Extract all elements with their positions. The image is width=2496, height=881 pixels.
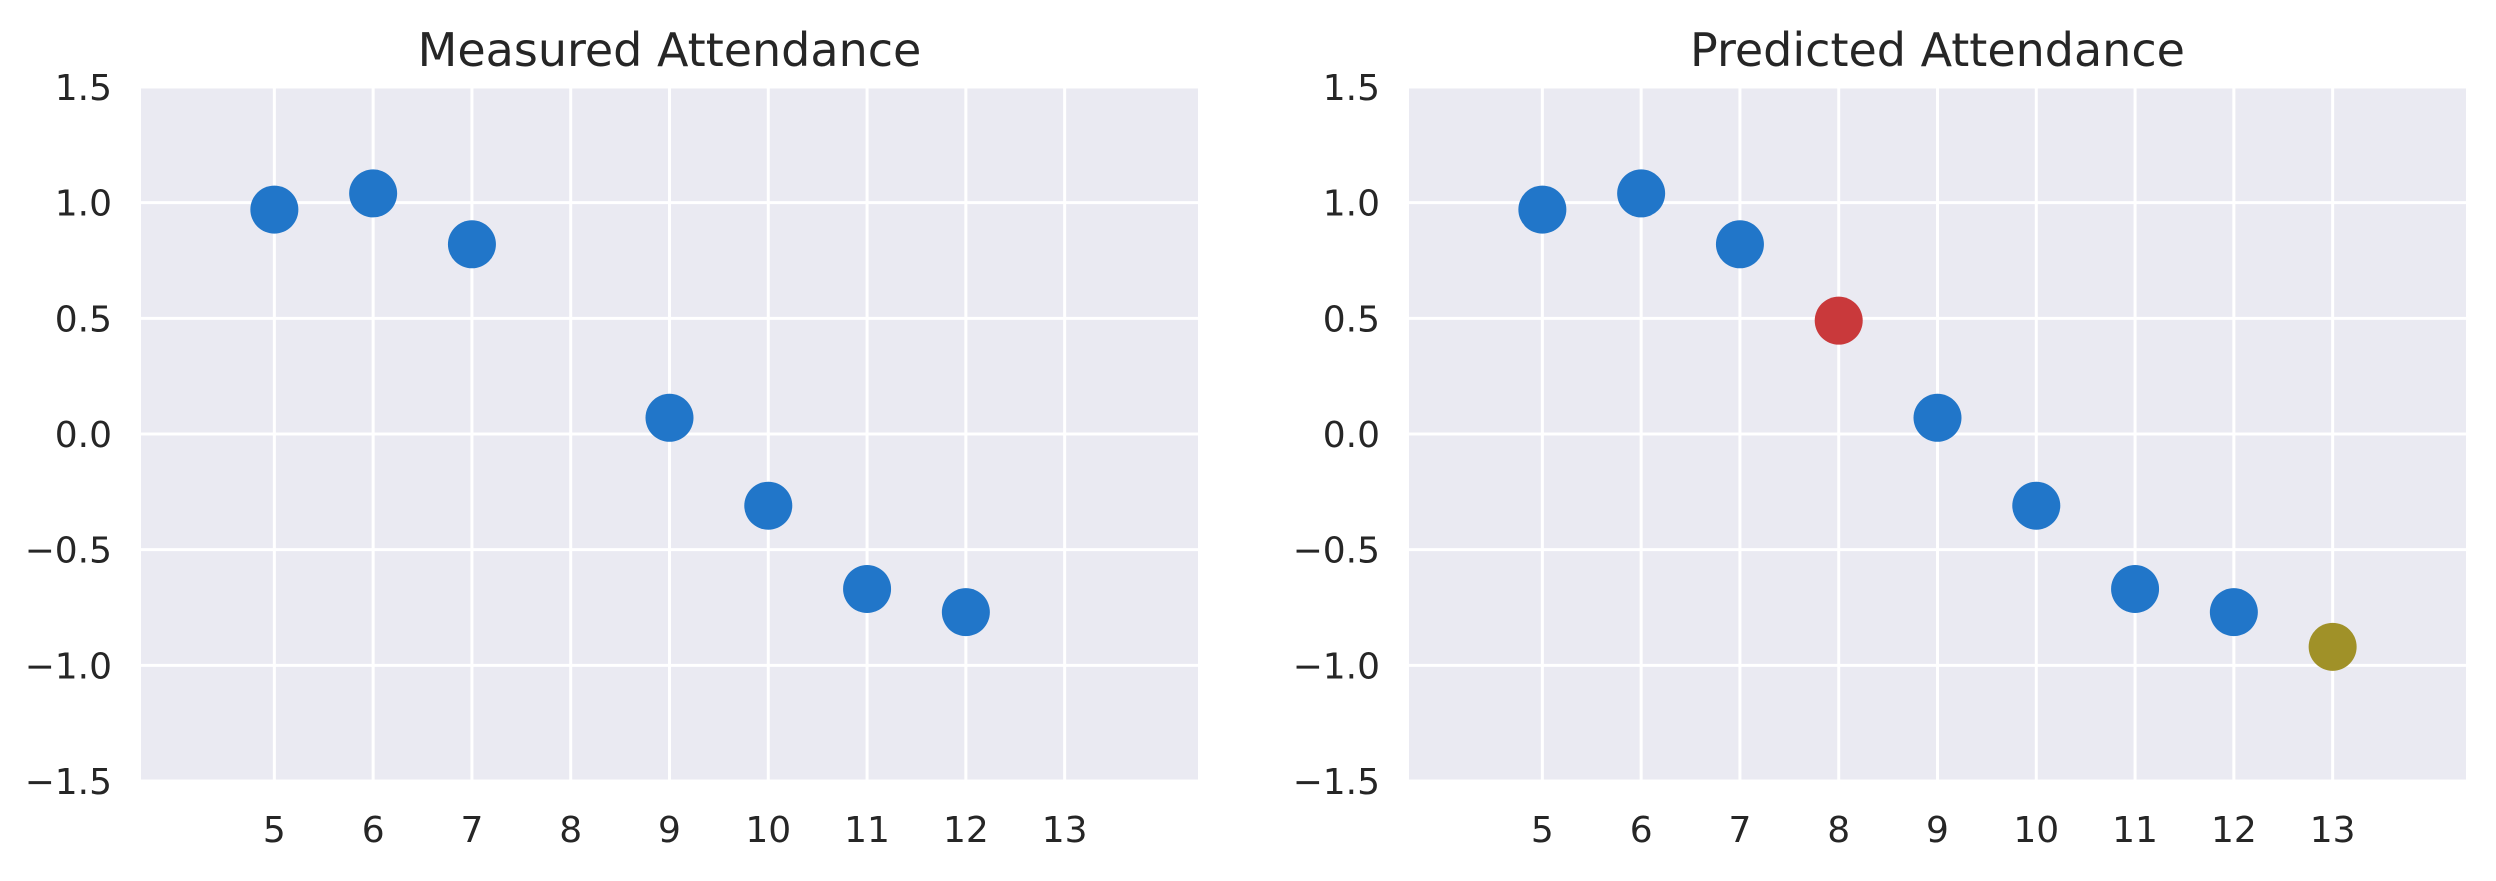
data-point: [645, 393, 694, 442]
data-point: [1617, 169, 1666, 218]
x-tick-label: 10: [745, 810, 791, 851]
data-point: [941, 588, 990, 637]
predicted-attendance-panel: Predicted Attendance 5 6 7 8 9 10 11 12 13 1.5 1.0 0…: [1293, 23, 2466, 851]
x-tick-label: 12: [2211, 810, 2257, 851]
data-point: [2308, 622, 2357, 671]
y-tick-label: −1.5: [25, 762, 112, 803]
y-tick-label: −1.0: [1293, 646, 1380, 687]
chart-title: Predicted Attendance: [1690, 23, 2185, 77]
data-point: [349, 169, 398, 218]
data-point: [843, 564, 892, 613]
y-tick-label: 0.0: [1323, 415, 1380, 456]
x-tick-label: 11: [844, 810, 890, 851]
data-point: [2111, 564, 2160, 613]
x-tick-label: 9: [1926, 810, 1949, 851]
x-tick-label: 10: [2013, 810, 2059, 851]
y-tick-label: 1.5: [55, 68, 112, 109]
y-tick-label: 0.5: [1323, 299, 1380, 340]
x-tick-label: 13: [2310, 810, 2356, 851]
y-tick-label: −1.0: [25, 646, 112, 687]
x-tick-label: 8: [1827, 810, 1850, 851]
x-tick-label: 5: [263, 810, 286, 851]
data-point: [1715, 220, 1764, 269]
y-tick-label: 1.0: [1323, 184, 1380, 225]
data-point: [250, 185, 299, 234]
x-tick-label: 6: [1630, 810, 1653, 851]
data-point: [1518, 185, 1567, 234]
x-tick-label: 12: [943, 810, 989, 851]
y-tick-label: −0.5: [1293, 531, 1380, 572]
data-point: [2209, 588, 2258, 637]
x-tick-label: 7: [460, 810, 483, 851]
data-point: [1913, 393, 1962, 442]
x-tick-label: 13: [1042, 810, 1088, 851]
data-point: [744, 481, 793, 530]
y-tick-label: 0.5: [55, 299, 112, 340]
chart-title: Measured Attendance: [418, 23, 922, 77]
y-tick-label: −1.5: [1293, 762, 1380, 803]
x-tick-label: 8: [559, 810, 582, 851]
x-tick-label: 6: [362, 810, 385, 851]
x-tick-label: 5: [1531, 810, 1554, 851]
data-point: [1814, 296, 1863, 345]
measured-attendance-panel: Measured Attendance 5 6 7 8 9 10 11 12 13 1.5 1.0 0.…: [25, 23, 1198, 851]
x-tick-label: 11: [2112, 810, 2158, 851]
data-point: [447, 220, 496, 269]
data-point: [2012, 481, 2061, 530]
x-tick-label: 9: [658, 810, 681, 851]
y-tick-label: 1.0: [55, 184, 112, 225]
y-tick-label: −0.5: [25, 531, 112, 572]
y-tick-label: 0.0: [55, 415, 112, 456]
y-tick-label: 1.5: [1323, 68, 1380, 109]
x-tick-label: 7: [1728, 810, 1751, 851]
